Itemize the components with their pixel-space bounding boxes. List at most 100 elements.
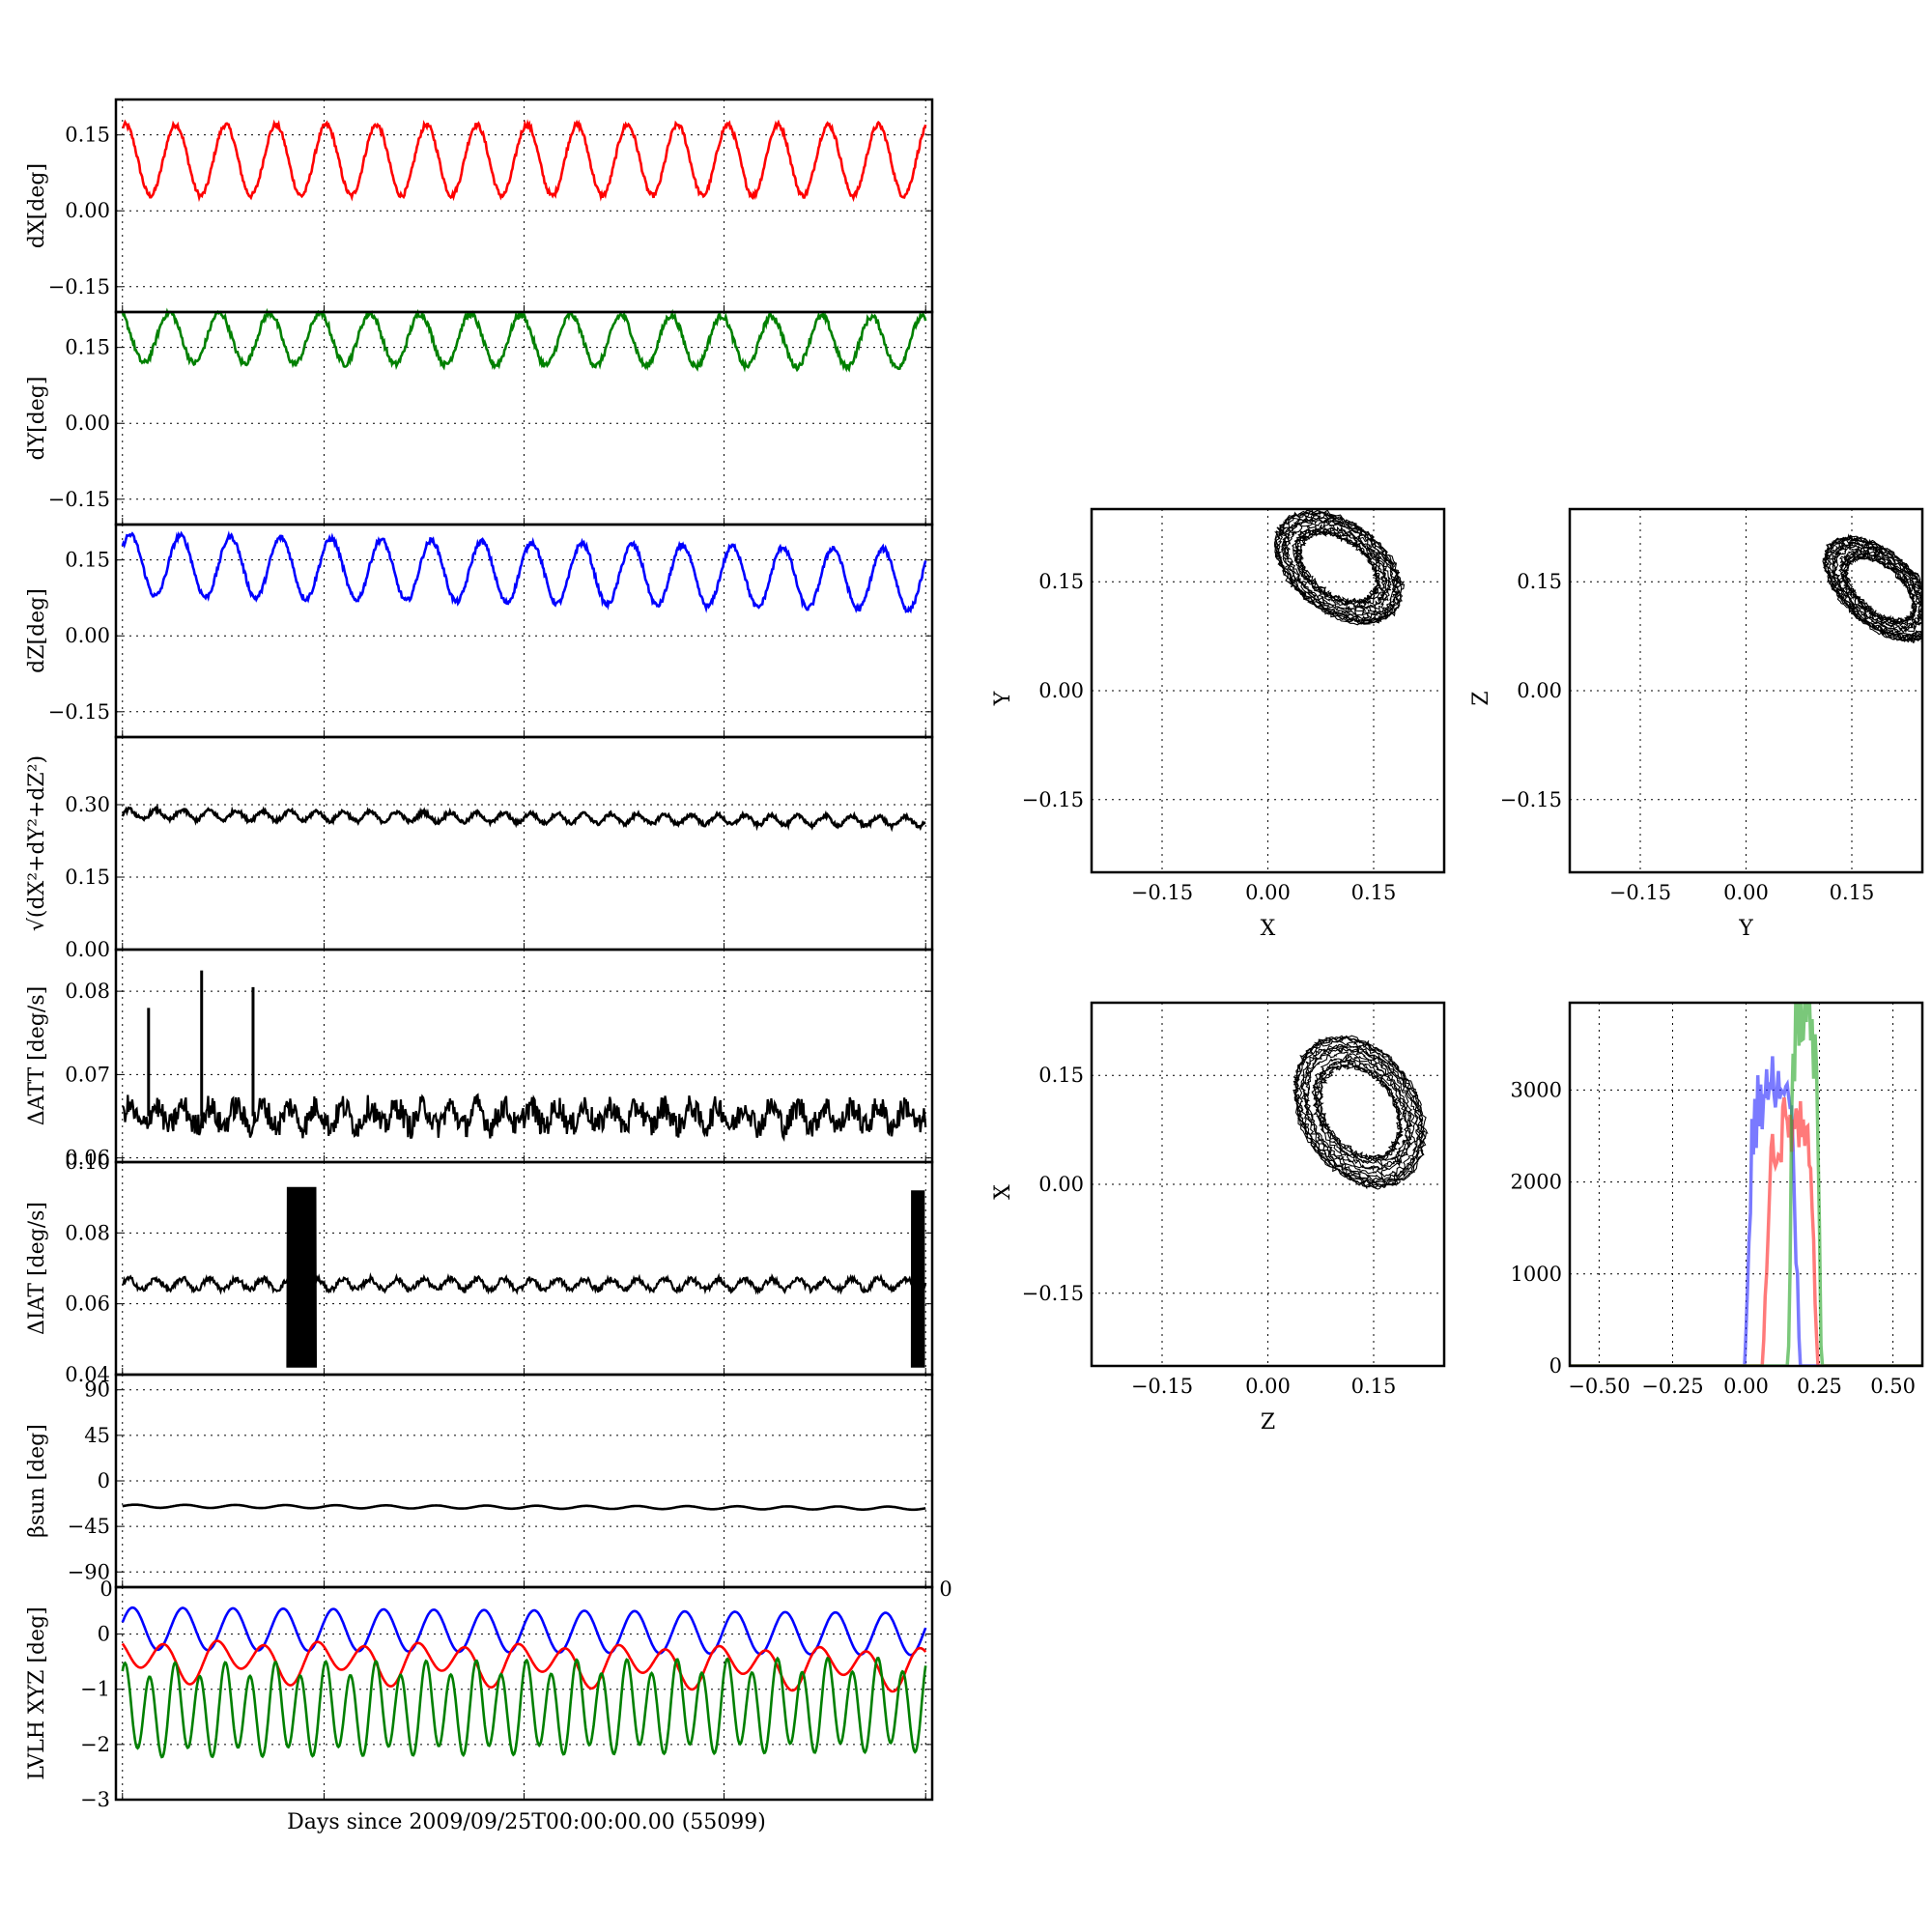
panel-yz: −0.15 −0.15 0.00 0.00 0.15 0.15 Y Z (1469, 507, 1924, 941)
y-tick-label: 0 (1549, 1354, 1562, 1378)
y-tick-label: 0.00 (1517, 679, 1562, 702)
series-line (122, 1503, 926, 1512)
x-tick-label: 0.00 (1723, 1375, 1769, 1398)
histogram-line (1570, 1056, 1922, 1366)
x-tick-label: −0.50 (1568, 1375, 1630, 1398)
panel-xy: −0.15 −0.15 0.00 0.00 0.15 0.15 X Y (991, 507, 1446, 941)
x-tick-label: −0.25 (1641, 1375, 1703, 1398)
trajectory-line (1273, 509, 1406, 626)
y-tick-label: 45 (84, 1424, 110, 1447)
y-tick-label: 0.00 (1038, 1173, 1084, 1196)
shared-x-axis-label: Days since 2009/09/25T00:00:00.00 (55099… (287, 1810, 766, 1834)
burst-mark (286, 1186, 317, 1368)
panels: −0.15 0.00 0.15 dX[deg] −0.15 0.00 0.15 dY[deg]… (25, 98, 1924, 1811)
y-tick-label: 1000 (1511, 1263, 1562, 1286)
y-tick-label: 3000 (1511, 1078, 1562, 1101)
axes-frame (1090, 1001, 1446, 1368)
x-tick-label: 0.15 (1351, 881, 1397, 904)
axes-frame (114, 1585, 934, 1802)
y-axis-label: dX[deg] (25, 163, 49, 248)
series-line (121, 803, 926, 833)
x-tick-label: 0.15 (1830, 881, 1875, 904)
x-tick-label: 0.15 (1351, 1375, 1397, 1398)
y-axis-label: LVLH XYZ [deg] (25, 1606, 49, 1780)
series-line (121, 1656, 927, 1759)
trajectory-line (1822, 533, 1922, 644)
y-tick-label: 0.30 (65, 793, 110, 816)
y-tick-label: 0.10 (65, 1151, 110, 1174)
y-tick-label: 0 (98, 1623, 110, 1646)
y-tick-label: −90 (68, 1560, 110, 1583)
x-axis-label: X (1261, 917, 1276, 941)
y-tick-label: −0.15 (1022, 788, 1084, 811)
y-axis-label: ΔATT [deg/s] (25, 986, 49, 1125)
y-tick-label: −3 (80, 1788, 110, 1811)
y-tick-label: 2000 (1511, 1171, 1562, 1194)
x-tick-label: 0.00 (1245, 1375, 1291, 1398)
axes-frame (114, 735, 934, 952)
y-axis-label: dY[deg] (25, 377, 49, 461)
y-axis-label: βsun [deg] (25, 1424, 49, 1538)
y-axis-label: Z (1469, 691, 1493, 705)
y-tick-label: 0 (98, 1469, 110, 1492)
panel-dy: −0.15 0.00 0.15 dY[deg] (25, 307, 934, 526)
y-tick-label: 0.00 (1038, 679, 1084, 702)
y-tick-label: 0.08 (65, 1221, 110, 1244)
x-axis-label: Z (1261, 1410, 1275, 1435)
y-tick-label: −45 (68, 1515, 110, 1538)
y-tick-label: 0.00 (65, 938, 110, 961)
y-tick-label: 0.15 (65, 549, 110, 572)
y-tick-label: 0.15 (1038, 570, 1084, 593)
y-tick-label: 90 (84, 1378, 110, 1402)
y-axis-label: X (991, 1184, 1015, 1200)
x-tick-label: −0.15 (1131, 881, 1193, 904)
y-tick-label: 0.04 (65, 1363, 110, 1386)
panel-rss: 0.00 0.15 0.30 √(dX²+dY²+dZ²) (25, 735, 934, 961)
panel-hist: −0.50 −0.25 0.00 0.25 0.50 0 1000 2000 3000 (1511, 1001, 1924, 1398)
y-tick-label: 0.15 (65, 866, 110, 889)
series-line (122, 119, 927, 203)
burst-mark (910, 1190, 925, 1368)
y-tick-label: 0.15 (65, 124, 110, 147)
x-tick-label: 0.50 (1870, 1375, 1916, 1398)
x-tick-label: 0.00 (1723, 881, 1769, 904)
series-line (121, 1272, 927, 1295)
y-tick-label: −2 (80, 1733, 110, 1756)
y-axis-label: ΔIAT [deg/s] (25, 1202, 49, 1335)
corner-tick-left: 0 (99, 1577, 112, 1601)
y-axis-label: dZ[deg] (25, 588, 49, 673)
series-line (121, 307, 927, 373)
series-line (121, 530, 927, 614)
y-tick-label: 0.15 (65, 336, 110, 359)
series-line (121, 1639, 927, 1693)
y-axis-label: Y (991, 691, 1015, 706)
x-tick-label: 0.25 (1797, 1375, 1842, 1398)
y-tick-label: 0.00 (65, 199, 110, 222)
x-tick-label: −0.15 (1131, 1375, 1193, 1398)
panel-diat: 0.04 0.06 0.08 0.10 ΔIAT [deg/s] (25, 1151, 934, 1386)
axes-frame (1568, 1001, 1924, 1368)
panel-datt: 0.06 0.07 0.08 ΔATT [deg/s] (25, 948, 934, 1170)
y-tick-label: 0.00 (65, 412, 110, 435)
panel-lvlh: −3 −2 −1 0 LVLH XYZ [deg] (25, 1585, 934, 1811)
panel-dz: −0.15 0.00 0.15 dZ[deg] (25, 523, 934, 739)
x-tick-label: −0.15 (1609, 881, 1671, 904)
y-tick-label: 0.06 (65, 1293, 110, 1316)
axes-frame (1568, 507, 1924, 874)
y-axis-label: √(dX²+dY²+dZ²) (25, 755, 49, 931)
panel-dx: −0.15 0.00 0.15 dX[deg] (25, 98, 934, 314)
y-tick-label: −0.15 (1022, 1282, 1084, 1305)
y-tick-label: −1 (80, 1678, 110, 1701)
y-tick-label: −0.15 (1500, 788, 1562, 811)
y-tick-label: −0.15 (48, 700, 110, 724)
y-tick-label: 0.15 (1517, 570, 1562, 593)
x-tick-label: 0.00 (1245, 881, 1291, 904)
trajectory-line (1293, 1035, 1429, 1190)
axes-frame (1090, 507, 1446, 874)
series-line (121, 1093, 927, 1143)
axes-frame (114, 1160, 934, 1377)
y-tick-label: 0.00 (65, 624, 110, 647)
y-tick-label: −0.15 (48, 275, 110, 298)
y-tick-label: 0.08 (65, 980, 110, 1003)
